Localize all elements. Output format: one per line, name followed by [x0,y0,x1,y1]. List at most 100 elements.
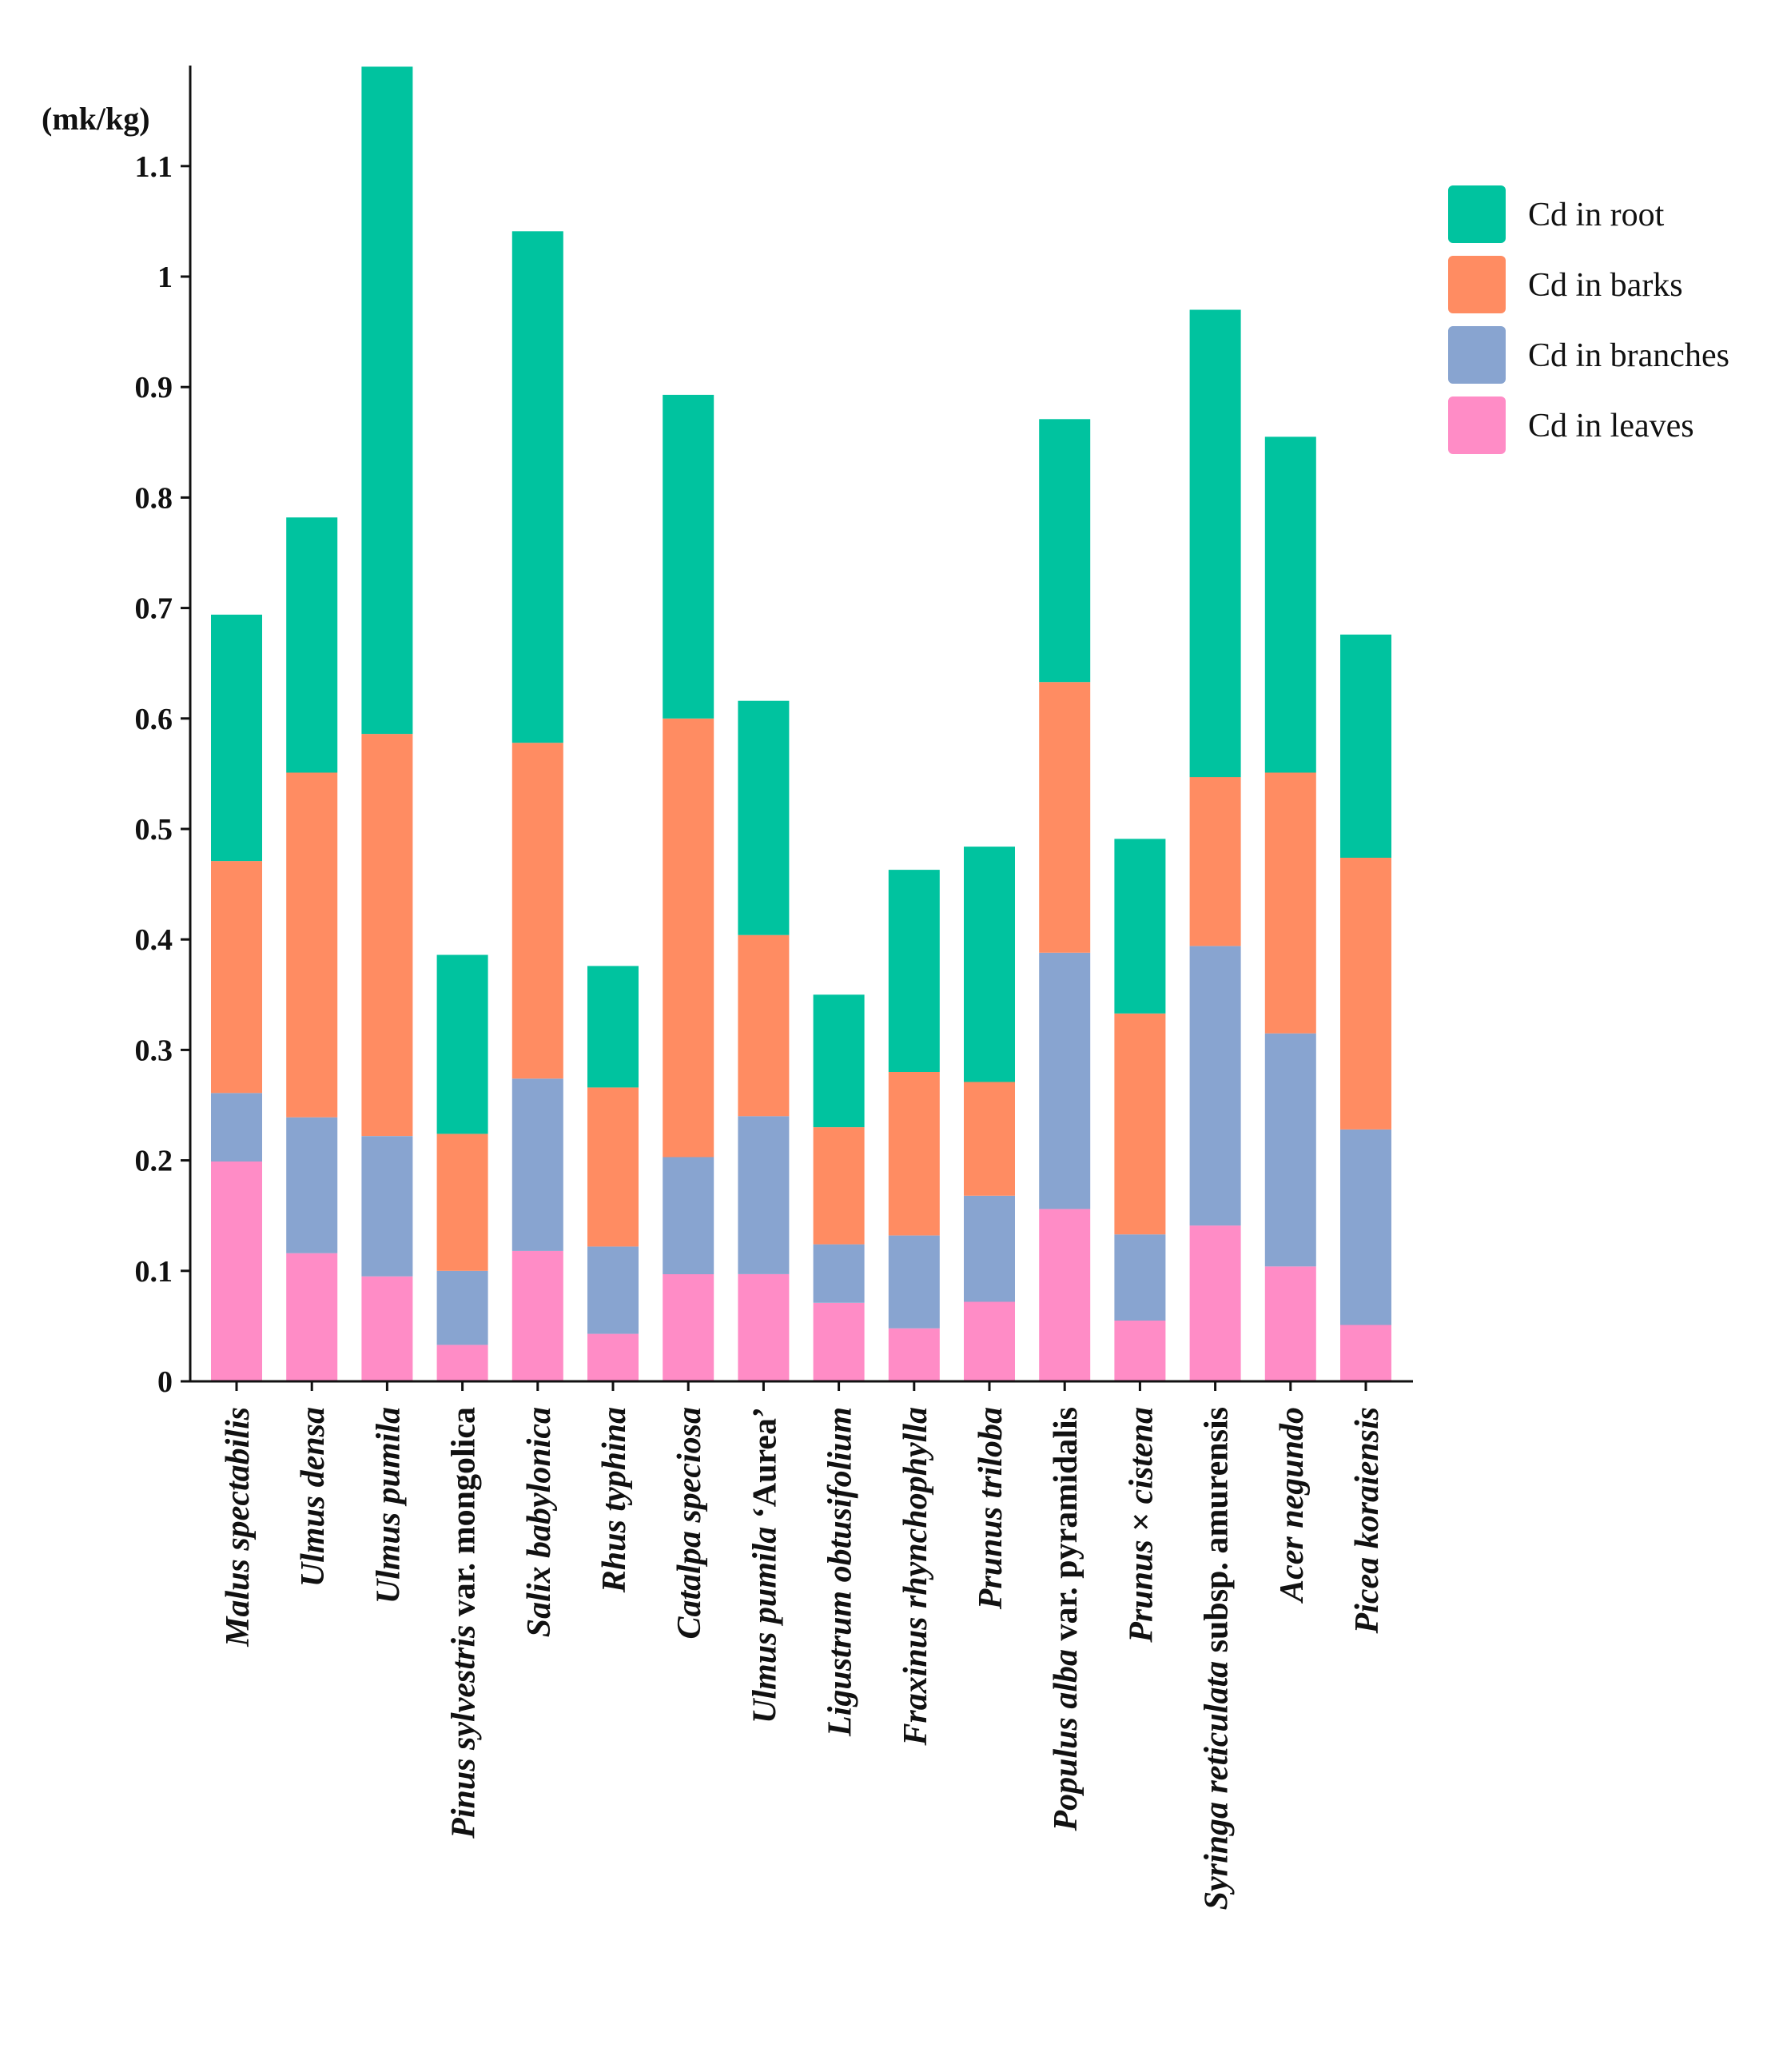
y-tick-label: 0 [157,1365,173,1399]
bar-acer-negundo-cd-in-branches [1264,1033,1316,1267]
x-tick-label-fraxinus-rhynchophylla: Fraxinus rhynchophylla [897,1407,934,1747]
bars-group [211,66,1391,1381]
bar-pinus-sylvestris-var-mongolica-cd-in-branches [436,1270,488,1345]
x-tick-label-populus-alba-var-pyramidalis: Populus alba var. pyramidalis [1048,1407,1085,1832]
y-tick-label: 0.1 [135,1255,173,1289]
bar-catalpa-speciosa-cd-in-leaves [663,1273,714,1381]
bar-ligustrum-obtusifolium-cd-in-root [813,994,865,1128]
legend-swatch-cd-in-leaves [1448,396,1506,454]
bar-acer-negundo-cd-in-barks [1264,772,1316,1034]
bar-fraxinus-rhynchophylla-cd-in-barks [888,1072,940,1236]
bar-syringa-reticulata-subsp-amurensis-cd-in-leaves [1189,1225,1241,1381]
x-tick-label-ulmus-densa: Ulmus densa [295,1407,332,1587]
legend-swatch-cd-in-root [1448,185,1506,243]
bar-ligustrum-obtusifolium-cd-in-barks [813,1127,865,1245]
y-tick-label: 0.3 [135,1034,173,1067]
bar-catalpa-speciosa-cd-in-branches [663,1157,714,1274]
x-tick-label-pinus-sylvestris-var-mongolica: Pinus sylvestris var. mongolica [446,1407,483,1839]
y-tick-label: 0.7 [135,592,173,626]
bar-ulmus-densa-cd-in-branches [286,1117,338,1253]
bar-rhus-typhina-cd-in-barks [587,1087,639,1247]
x-tick-label-malus-spectabilis: Malus spectabilis [220,1407,257,1648]
bar-picea-koraiensis-cd-in-leaves [1340,1325,1391,1381]
bar-ulmus-pumila-cd-in-branches [361,1136,413,1277]
bar-ligustrum-obtusifolium-cd-in-branches [813,1244,865,1303]
bar-populus-alba-var-pyramidalis-cd-in-root [1039,419,1091,683]
bar-catalpa-speciosa-cd-in-root [663,394,714,719]
bar-fraxinus-rhynchophylla-cd-in-branches [888,1235,940,1329]
bar-populus-alba-var-pyramidalis-cd-in-leaves [1039,1209,1091,1381]
bar-salix-babylonica-cd-in-branches [511,1078,563,1251]
legend: Cd in root Cd in barks Cd in branches Cd in… [1448,185,1729,454]
axes-group [189,66,1413,1383]
bar-prunus-cistena-cd-in-barks [1114,1013,1166,1235]
legend-label-cd-in-branches: Cd in branches [1528,337,1729,374]
bar-ulmus-pumila-aurea-cd-in-root [738,700,790,935]
bar-ulmus-densa-cd-in-leaves [286,1253,338,1381]
y-tick-label: 0.4 [135,923,173,957]
x-tick-label-acer-negundo: Acer negundo [1274,1407,1311,1604]
bar-syringa-reticulata-subsp-amurensis-cd-in-branches [1189,946,1241,1226]
bar-prunus-triloba-cd-in-root [964,847,1015,1082]
bar-acer-negundo-cd-in-leaves [1264,1266,1316,1381]
bar-syringa-reticulata-subsp-amurensis-cd-in-root [1189,309,1241,778]
bar-ulmus-pumila-cd-in-barks [361,734,413,1137]
x-tick-label-catalpa-speciosa: Catalpa speciosa [671,1407,708,1640]
bar-syringa-reticulata-subsp-amurensis-cd-in-barks [1189,777,1241,946]
legend-swatch-cd-in-barks [1448,256,1506,313]
bar-acer-negundo-cd-in-root [1264,436,1316,773]
bar-picea-koraiensis-cd-in-barks [1340,857,1391,1130]
bar-fraxinus-rhynchophylla-cd-in-leaves [888,1328,940,1381]
bar-ulmus-pumila-aurea-cd-in-leaves [738,1273,790,1381]
y-tick-label: 0.8 [135,481,173,515]
y-tick-label: 0.5 [135,813,173,847]
bar-malus-spectabilis-cd-in-barks [211,861,262,1094]
bar-rhus-typhina-cd-in-root [587,966,639,1088]
y-tick-label: 1.1 [135,150,173,184]
bar-populus-alba-var-pyramidalis-cd-in-branches [1039,952,1091,1209]
x-tick-label-salix-babylonica: Salix babylonica [521,1407,558,1637]
y-tick-label: 0.9 [135,371,173,404]
x-tick-label-prunus-cistena: Prunus × cistena [1123,1407,1160,1644]
y-tick-label: 0.6 [135,703,173,736]
bar-prunus-cistena-cd-in-branches [1114,1234,1166,1321]
bar-ulmus-pumila-aurea-cd-in-branches [738,1116,790,1274]
x-ticks-group: Malus spectabilis Ulmus densa Ulmus pumila… [220,1381,1386,1910]
bar-ulmus-pumila-cd-in-root [361,66,413,735]
legend-label-cd-in-root: Cd in root [1528,197,1665,233]
legend-label-cd-in-barks: Cd in barks [1528,267,1683,304]
bar-ulmus-densa-cd-in-root [286,517,338,773]
bar-salix-babylonica-cd-in-barks [511,743,563,1079]
bar-ligustrum-obtusifolium-cd-in-leaves [813,1302,865,1381]
bar-pinus-sylvestris-var-mongolica-cd-in-barks [436,1134,488,1271]
y-ticks-group: 0 0.1 0.2 0.3 0.4 0.5 0.6 0.7 0.8 0.9 1 1.1 [135,150,190,1399]
bar-prunus-triloba-cd-in-leaves [964,1301,1015,1381]
x-tick-label-prunus-triloba: Prunus triloba [973,1407,1009,1610]
x-tick-label-ligustrum-obtusifolium: Ligustrum obtusifolium [822,1407,859,1737]
bar-populus-alba-var-pyramidalis-cd-in-barks [1039,682,1091,953]
bar-rhus-typhina-cd-in-branches [587,1246,639,1334]
x-tick-label-syringa-reticulata-subsp-amurensis: Syringa reticulata subsp. amurensis [1199,1407,1236,1910]
legend-swatch-cd-in-branches [1448,326,1506,384]
bar-malus-spectabilis-cd-in-leaves [211,1162,262,1381]
bar-picea-koraiensis-cd-in-root [1340,634,1391,858]
bar-fraxinus-rhynchophylla-cd-in-root [888,870,940,1072]
y-axis-label: (mk/kg) [42,101,150,137]
bar-rhus-typhina-cd-in-leaves [587,1333,639,1381]
bar-prunus-triloba-cd-in-branches [964,1195,1015,1302]
legend-label-cd-in-leaves: Cd in leaves [1528,408,1694,444]
bar-prunus-triloba-cd-in-barks [964,1082,1015,1196]
x-tick-label-ulmus-pumila-aurea: Ulmus pumila ‘Aurea’ [746,1407,783,1723]
y-tick-label: 0.2 [135,1145,173,1178]
bar-pinus-sylvestris-var-mongolica-cd-in-leaves [436,1345,488,1381]
x-tick-label-ulmus-pumila: Ulmus pumila [370,1407,407,1604]
bar-prunus-cistena-cd-in-leaves [1114,1321,1166,1381]
bar-salix-babylonica-cd-in-root [511,231,563,743]
bar-pinus-sylvestris-var-mongolica-cd-in-root [436,954,488,1134]
x-tick-label-picea-koraiensis: Picea koraiensis [1349,1407,1386,1634]
bar-malus-spectabilis-cd-in-root [211,614,262,862]
bar-picea-koraiensis-cd-in-branches [1340,1129,1391,1325]
bar-catalpa-speciosa-cd-in-barks [663,718,714,1158]
bar-salix-babylonica-cd-in-leaves [511,1250,563,1381]
